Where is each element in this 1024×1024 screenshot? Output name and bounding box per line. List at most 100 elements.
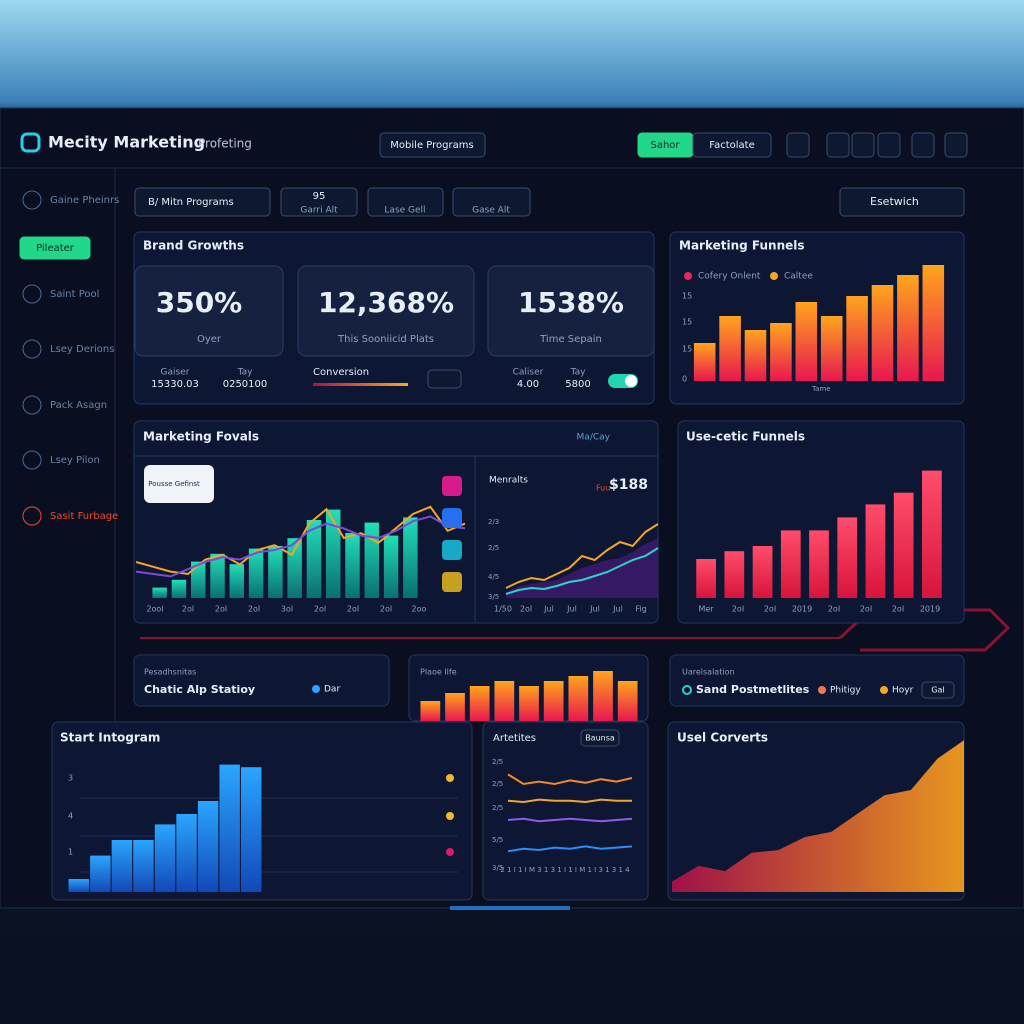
bar	[219, 764, 240, 892]
bar	[617, 681, 638, 721]
x-label: Jul	[589, 605, 600, 614]
button[interactable]	[19, 236, 91, 260]
y-label: 15	[682, 292, 692, 301]
label: Tame	[811, 385, 831, 393]
dot	[880, 686, 888, 694]
button[interactable]	[580, 729, 620, 747]
y-label: 2/5	[488, 544, 499, 552]
bar	[696, 559, 716, 598]
bar	[420, 701, 441, 721]
dot	[312, 685, 320, 693]
bar	[383, 535, 399, 598]
label: Time Sepain	[539, 334, 602, 345]
bar	[403, 517, 418, 598]
legend-dot	[684, 272, 692, 280]
y-label: 5/5	[492, 836, 503, 844]
button[interactable]	[692, 132, 772, 158]
bar	[190, 561, 206, 598]
button[interactable]	[851, 132, 875, 158]
line	[507, 798, 632, 804]
icon	[442, 476, 462, 496]
sidebar-icon	[22, 395, 42, 415]
button[interactable]	[911, 132, 935, 158]
label: 95	[313, 191, 326, 202]
brand: Mecity Marketing	[48, 133, 205, 152]
button[interactable]	[944, 132, 968, 158]
bar	[519, 686, 539, 721]
bar	[568, 676, 589, 721]
bar	[543, 681, 564, 721]
button[interactable]	[427, 369, 462, 389]
button[interactable]	[134, 187, 271, 217]
x-label: Jul	[566, 605, 577, 614]
sidebar-item: Lsey Pilon	[50, 455, 100, 466]
label: 2 1 I 1 I M 3 1 3 1 I 1 I M 1 I 3 1 3 1 …	[500, 866, 630, 874]
button[interactable]	[280, 187, 358, 217]
label: Factolate	[709, 140, 754, 151]
y-label: 2/5	[492, 780, 503, 788]
bar	[210, 553, 225, 598]
label: $188	[609, 477, 648, 493]
bar	[846, 296, 868, 381]
label: Gaiser	[161, 368, 190, 378]
sidebar-item: Sasit Furbage	[50, 511, 118, 522]
icon	[442, 540, 462, 560]
button[interactable]	[921, 681, 955, 699]
label: Pesadhsnitas	[144, 668, 196, 677]
y-label: 4/5	[488, 573, 499, 581]
kpi-value: 350%	[156, 286, 243, 319]
dot	[682, 685, 692, 695]
label: Menralts	[489, 476, 528, 486]
sidebar-item: Gaine Pheinrs	[50, 195, 119, 206]
button[interactable]	[379, 132, 486, 158]
label: Pileater	[36, 243, 75, 254]
bar	[719, 316, 741, 381]
line	[135, 515, 466, 578]
x-label: Jul	[543, 605, 554, 614]
label: Tay	[570, 368, 587, 378]
button[interactable]	[826, 132, 850, 158]
label: Uarelsalation	[682, 668, 735, 677]
y-label: 15	[682, 345, 692, 354]
label: Esetwich	[870, 195, 919, 208]
kpi-card	[487, 265, 655, 357]
y-label: 4	[68, 812, 73, 821]
line	[507, 845, 633, 853]
button[interactable]	[877, 132, 901, 158]
label: 0250100	[223, 379, 268, 390]
bar	[820, 316, 843, 381]
label: Fuu	[596, 484, 610, 493]
button[interactable]	[367, 187, 444, 217]
panel	[677, 420, 965, 624]
kpi-value: 1538%	[518, 286, 624, 319]
label: Baunsa	[585, 734, 615, 743]
button[interactable]	[452, 187, 531, 217]
bar	[752, 546, 773, 598]
x-label: Fig	[635, 605, 646, 614]
panel-title: Start Intogram	[60, 731, 160, 745]
kpi-card	[134, 265, 284, 357]
y-label: 1	[68, 848, 73, 857]
bar	[90, 855, 111, 892]
label: Caliser	[513, 368, 544, 378]
dot	[818, 686, 826, 694]
x-label: 3ol	[281, 605, 293, 614]
bar	[287, 538, 302, 598]
x-label: 2ol	[314, 605, 326, 614]
line	[505, 547, 659, 595]
panel-title: Use-cetic Funnels	[686, 430, 805, 444]
bar	[893, 492, 914, 598]
button[interactable]	[839, 187, 965, 217]
y-label: 2/3	[488, 518, 499, 526]
bar	[469, 686, 490, 721]
label: B/ Mitn Programs	[148, 197, 234, 208]
button[interactable]	[786, 132, 810, 158]
x-label: 2oI	[828, 605, 840, 614]
bar	[171, 579, 187, 598]
label: 4.00	[517, 379, 539, 390]
x-label: 2oI	[860, 605, 872, 614]
legend-entry: Cofery Onlent	[698, 272, 761, 282]
bar	[724, 551, 745, 598]
panel	[133, 420, 659, 624]
